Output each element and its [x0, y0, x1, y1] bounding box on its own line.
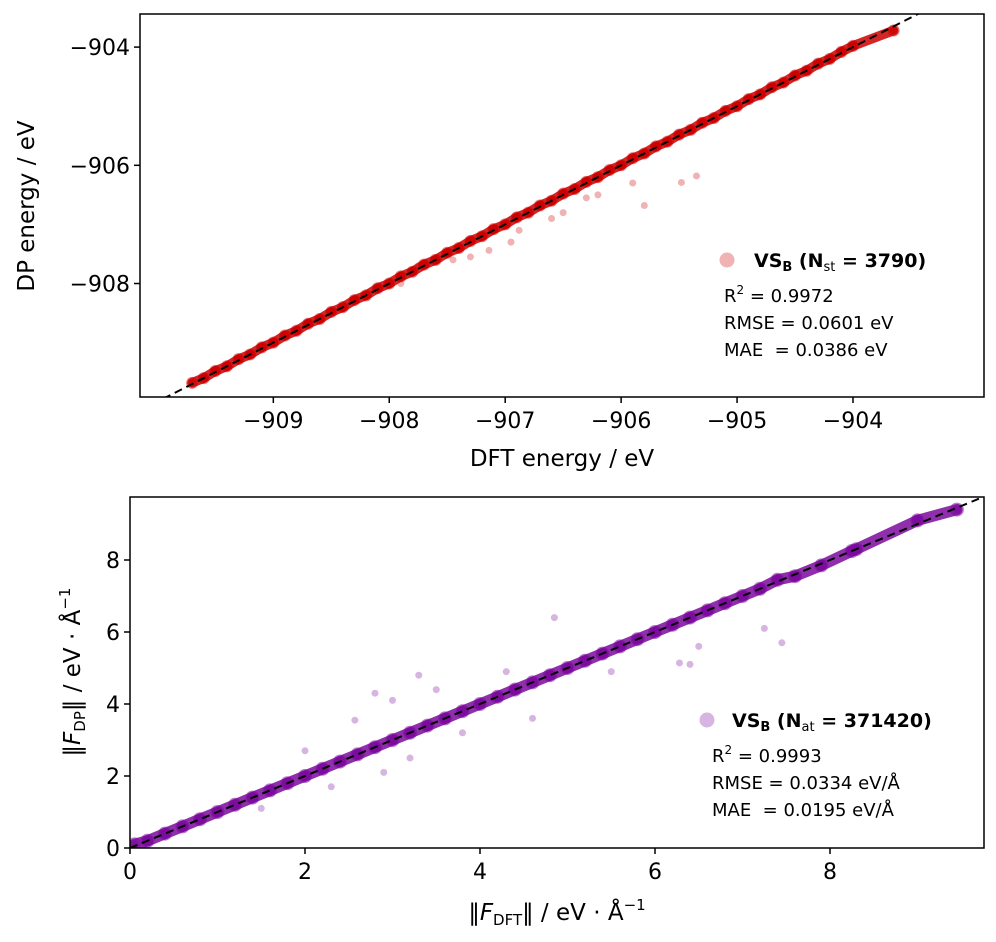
mae-text: MAE = 0.0386 eV — [724, 340, 888, 361]
data-point — [459, 729, 466, 737]
data-point — [406, 754, 414, 762]
legend-label: VSB (Nst = 3790) — [754, 250, 926, 275]
legend: VSB (Nat = 371420) R2 = 0.9993 RMSE = 0.… — [699, 710, 932, 821]
x-tick-label: −904 — [823, 409, 883, 434]
data-point — [485, 246, 493, 254]
data-point — [502, 668, 510, 676]
data-point — [559, 209, 567, 217]
legend-marker — [699, 712, 715, 728]
data-point — [515, 226, 523, 234]
legend: VSB (Nst = 3790) R2 = 0.9972 RMSE = 0.06… — [719, 250, 926, 361]
y-tick-label: 0 — [106, 837, 120, 862]
data-point — [529, 714, 536, 722]
y-tick-label: 2 — [106, 765, 120, 790]
identity-line — [164, 14, 921, 397]
data-point — [692, 172, 700, 180]
energy-points — [186, 24, 900, 389]
mae-text: MAE = 0.0195 eV/Å — [712, 799, 895, 821]
data-point — [582, 194, 590, 202]
data-point — [351, 716, 359, 724]
y-tick-label: 6 — [106, 621, 120, 646]
x-tick-label: 0 — [123, 860, 137, 885]
data-point — [677, 178, 685, 186]
force-parity-plot: 0 2 4 6 8 0 2 4 6 8 ‖FDFT‖ / eV · Å−1 ‖FDP‖ / eV … — [56, 496, 985, 929]
legend-marker — [719, 252, 735, 268]
data-point — [389, 696, 396, 704]
axes-frame — [129, 496, 985, 849]
x-tick-label: −907 — [475, 409, 535, 434]
data-point — [507, 238, 515, 246]
x-tick-label: −909 — [243, 409, 303, 434]
y-tick-label: −908 — [70, 273, 130, 298]
data-point — [550, 614, 558, 622]
data-point — [449, 256, 457, 264]
data-point — [301, 747, 309, 755]
identity-line — [130, 497, 984, 848]
legend-label: VSB (Nat = 371420) — [732, 710, 932, 735]
y-tick-label: 4 — [106, 693, 120, 718]
rmse-text: RMSE = 0.0601 eV — [724, 313, 894, 334]
x-tick-label: −906 — [591, 409, 651, 434]
ticks: 0 2 4 6 8 0 2 4 6 8 — [106, 549, 837, 885]
r2-text: R2 = 0.9972 — [724, 283, 834, 307]
data-point — [607, 668, 615, 676]
data-point — [466, 253, 474, 261]
data-point — [327, 783, 335, 791]
y-axis-label: ‖FDP‖ / eV · Å−1 — [56, 588, 89, 757]
y-tick-label: −904 — [70, 36, 130, 61]
y-tick-label: 8 — [106, 549, 120, 574]
data-point — [640, 202, 648, 209]
r2-text: R2 = 0.9993 — [712, 743, 822, 767]
x-tick-label: 4 — [473, 860, 487, 885]
data-point — [380, 768, 388, 776]
data-point — [686, 660, 694, 668]
x-axis-label: ‖FDFT‖ / eV · Å−1 — [468, 896, 645, 929]
data-point — [371, 689, 379, 697]
data-point — [676, 659, 683, 667]
data-point — [778, 639, 786, 647]
data-point — [695, 642, 703, 650]
energy-parity-plot: −909 −908 −907 −906 −905 −904 −904 −906 −908 DFT… — [14, 13, 985, 472]
x-axis-label: DFT energy / eV — [470, 446, 655, 472]
x-tick-label: −905 — [707, 409, 767, 434]
data-point — [257, 804, 265, 812]
x-tick-label: 2 — [298, 860, 312, 885]
data-point — [594, 191, 602, 199]
x-tick-label: 6 — [648, 860, 662, 885]
y-tick-label: −906 — [70, 154, 130, 179]
y-axis-label: DP energy / eV — [14, 120, 40, 292]
data-point — [415, 671, 423, 679]
data-point — [548, 215, 556, 223]
x-tick-label: 8 — [823, 860, 837, 885]
rmse-text: RMSE = 0.0334 eV/Å — [712, 772, 901, 794]
axes-frame — [139, 13, 985, 398]
data-point — [629, 179, 637, 187]
x-tick-label: −908 — [359, 409, 419, 434]
data-point — [760, 624, 768, 632]
data-point — [432, 686, 440, 694]
ticks: −909 −908 −907 −906 −905 −904 −904 −906 −908 — [70, 36, 884, 434]
